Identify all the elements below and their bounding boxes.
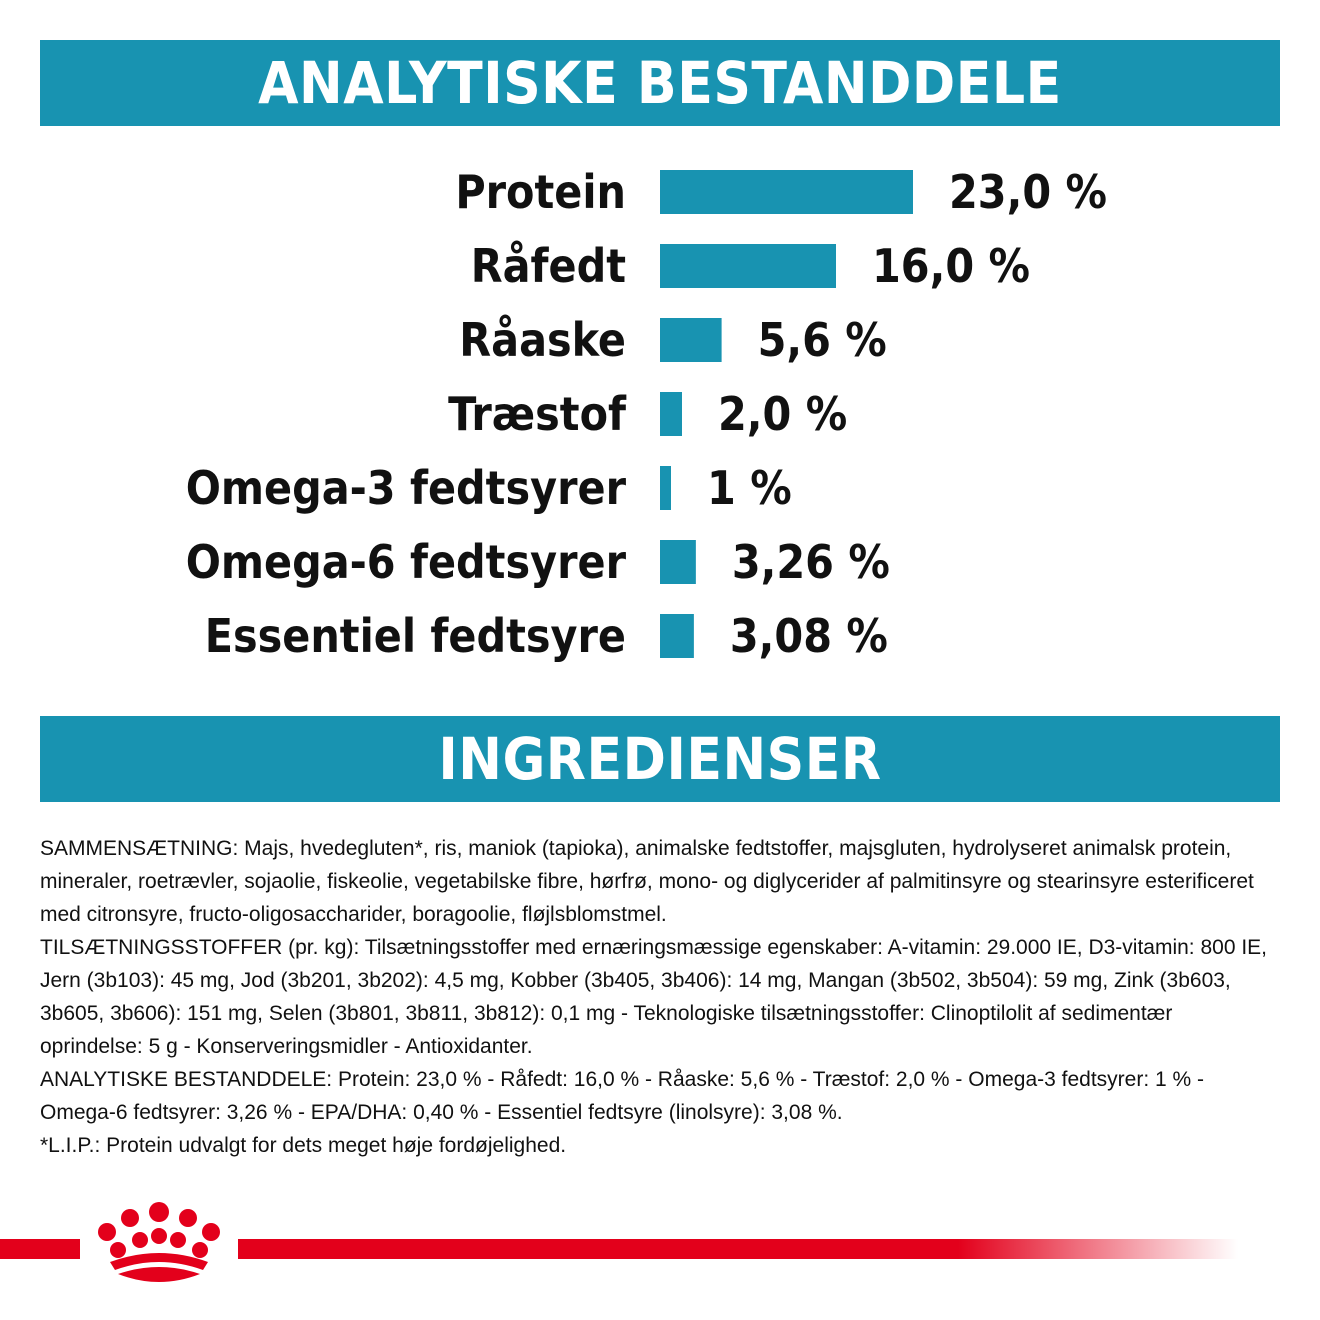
ingredients-banner: INGREDIENSER	[40, 716, 1280, 802]
additives-paragraph: TILSÆTNINGSSTOFFER (pr. kg): Tilsætnings…	[40, 936, 1268, 1058]
category-label: Omega-3 fedtsyrer	[186, 461, 627, 515]
lip-footnote: *L.I.P.: Protein udvalgt for dets meget …	[40, 1134, 567, 1157]
footer-brand-strip	[0, 1202, 1238, 1282]
analysis-paragraph: ANALYTISKE BESTANDDELE: Protein: 23,0 % …	[40, 1068, 1205, 1124]
composition-paragraph: SAMMENSÆTNING: Majs, hvedegluten*, ris, …	[40, 837, 1254, 926]
ingredients-title: INGREDIENSER	[438, 725, 882, 793]
category-label: Protein	[455, 165, 626, 219]
value-label: 23,0 %	[949, 165, 1107, 219]
category-label: Omega-6 fedtsyrer	[186, 535, 627, 589]
bar	[660, 170, 913, 214]
bar	[660, 466, 671, 510]
analysis-title: ANALYTISKE BESTANDDELE	[258, 49, 1062, 117]
value-label: 3,26 %	[732, 535, 890, 589]
bar	[660, 244, 836, 288]
footer-red-line-right	[238, 1239, 1238, 1259]
value-label: 1 %	[707, 461, 792, 515]
crown-icon	[98, 1202, 220, 1282]
category-label: Råaske	[459, 313, 626, 367]
category-label: Træstof	[448, 387, 627, 441]
bar	[660, 392, 682, 436]
value-label: 3,08 %	[730, 609, 888, 663]
footer-red-line-left	[0, 1239, 80, 1259]
analysis-banner: ANALYTISKE BESTANDDELE	[40, 40, 1280, 126]
bar	[660, 318, 722, 362]
value-label: 2,0 %	[718, 387, 847, 441]
category-label: Essentiel fedtsyre	[205, 609, 626, 663]
ingredients-text: SAMMENSÆTNING: Majs, hvedegluten*, ris, …	[40, 832, 1280, 1162]
category-label: Råfedt	[471, 239, 626, 293]
bar	[660, 614, 694, 658]
bar	[660, 540, 696, 584]
value-label: 16,0 %	[872, 239, 1030, 293]
value-label: 5,6 %	[758, 313, 887, 367]
analysis-bar-chart: Protein 23,0 % Råfedt 16,0 % Råaske 5,6 % Træs…	[186, 165, 1107, 663]
